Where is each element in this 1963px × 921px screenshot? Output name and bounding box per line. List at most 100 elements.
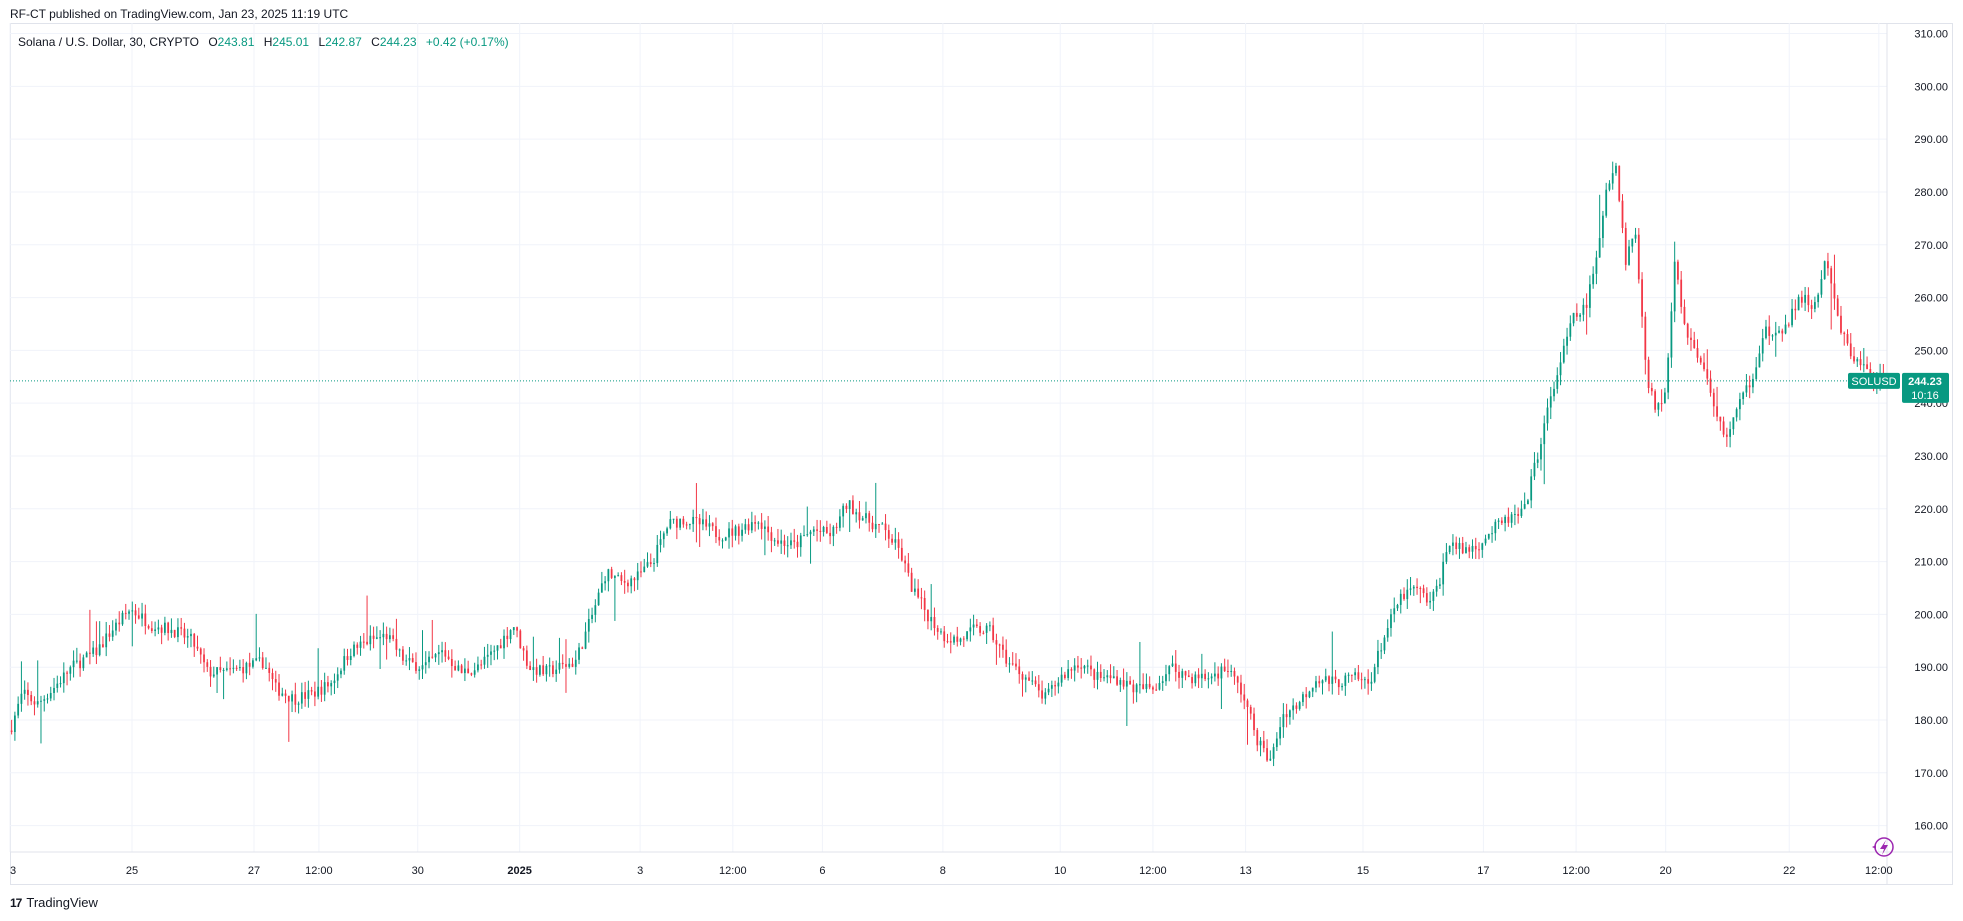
candle-body [1386, 628, 1389, 638]
candle-body [917, 588, 920, 598]
candle-body [1344, 675, 1347, 686]
candle-body [1624, 227, 1627, 265]
candle-body [692, 516, 695, 525]
candle-body [238, 667, 241, 669]
candle-body [1158, 683, 1161, 690]
candle-body [327, 682, 329, 687]
tradingview-logo-icon: 17 [10, 895, 22, 910]
candle-body [1396, 604, 1399, 609]
candle-body [545, 665, 548, 675]
candle-body [910, 572, 913, 592]
candle-body [1800, 296, 1803, 303]
candle-body [313, 691, 316, 697]
candle-body [291, 694, 293, 702]
candle-body [1210, 676, 1213, 679]
candle-body [1673, 261, 1676, 312]
candle-body [1797, 296, 1800, 311]
candle-body [1168, 666, 1171, 675]
candle-body [415, 662, 417, 671]
candle-body [512, 627, 515, 631]
candle-body [1813, 302, 1816, 309]
candle-body [82, 657, 85, 669]
candle-body [1132, 684, 1135, 693]
candle-body [1282, 714, 1285, 728]
time-tick-label: 27 [248, 865, 260, 877]
candle-body [1595, 257, 1598, 274]
candle-body [594, 605, 597, 615]
candle-body [1823, 261, 1826, 280]
candle-body [353, 644, 355, 656]
candle-body [252, 660, 254, 667]
candle-body [796, 541, 799, 548]
candle-body [1784, 324, 1787, 334]
candle-body [835, 526, 838, 528]
price-tick-label: 290.00 [1914, 134, 1948, 146]
candle-body [1758, 353, 1761, 368]
candle-body [1240, 682, 1242, 695]
candle-body [17, 703, 20, 716]
candle-body [1507, 516, 1510, 523]
candle-body [222, 669, 225, 671]
price-tick-label: 200.00 [1914, 609, 1948, 621]
candle-body [1677, 261, 1679, 280]
candle-body [1478, 549, 1480, 551]
candle-body [375, 637, 378, 639]
candle-body [995, 640, 998, 645]
candle-body [946, 641, 949, 643]
candle-body [1275, 738, 1278, 748]
candle-body [1846, 334, 1849, 344]
candle-body [199, 648, 202, 655]
candle-body [1357, 672, 1360, 680]
candle-body [933, 617, 936, 629]
candle-body [1060, 674, 1063, 683]
candle-body [1725, 434, 1728, 437]
candle-body [115, 622, 117, 631]
candle-body [1249, 706, 1252, 714]
candle-body [809, 531, 812, 535]
candle-body [1011, 663, 1014, 665]
candle-body [1230, 670, 1233, 672]
time-tick-label: 25 [126, 865, 138, 877]
candle-body [23, 689, 26, 694]
candle-body [992, 625, 995, 641]
price-tick-label: 250.00 [1914, 345, 1948, 357]
candle-body [229, 668, 232, 670]
candle-body [1696, 348, 1699, 358]
candle-body [450, 658, 453, 667]
candle-body [157, 627, 160, 630]
candle-body [816, 529, 818, 531]
candle-body [1200, 673, 1203, 679]
candle-body [490, 651, 492, 655]
candle-body [988, 625, 991, 627]
candle-body [1810, 305, 1813, 309]
candle-body [666, 528, 668, 534]
brand-name: TradingView [26, 895, 98, 910]
symbol-label[interactable]: Solana / U.S. Dollar, 30, CRYPTO [18, 35, 199, 49]
candle-body [868, 513, 871, 523]
candle-body [1028, 677, 1030, 681]
candle-body [1093, 669, 1096, 680]
candle-body [555, 669, 558, 675]
candle-body [610, 569, 613, 578]
candle-body [636, 571, 639, 581]
candle-body [1497, 520, 1500, 522]
candle-body [874, 523, 877, 530]
tradingview-brand[interactable]: 17 TradingView [10, 895, 98, 910]
candle-body [1820, 279, 1823, 295]
candle-body [105, 633, 108, 648]
candle-body [1403, 593, 1405, 600]
lightning-bolt-icon[interactable] [1872, 837, 1894, 857]
candle-body [336, 674, 339, 681]
candle-body [757, 522, 760, 524]
low-key: L [318, 35, 326, 49]
candle-body [1582, 304, 1585, 315]
candle-body [953, 636, 955, 643]
candle-body [1461, 543, 1464, 554]
candle-body [1722, 421, 1725, 435]
candle-body [1321, 680, 1324, 684]
candle-body [1559, 362, 1562, 376]
close-value: 244.23 [379, 35, 417, 49]
candle-body [1836, 298, 1839, 316]
candle-body [591, 614, 593, 619]
